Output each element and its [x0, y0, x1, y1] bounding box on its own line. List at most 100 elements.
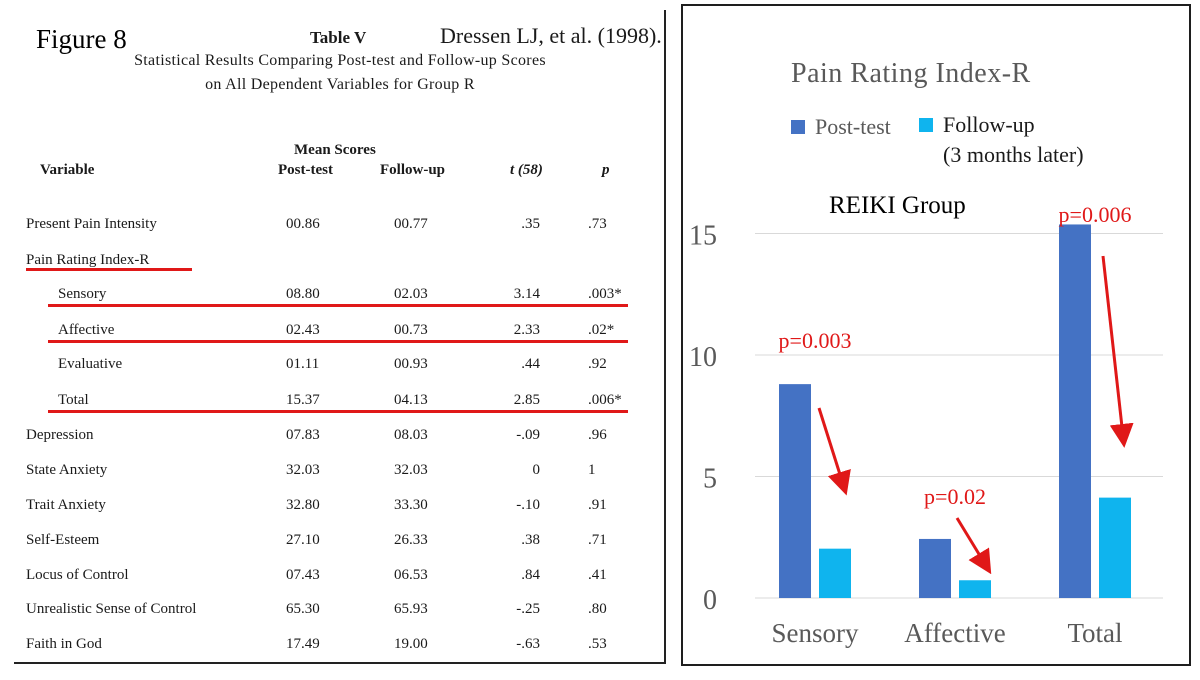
row-p-value: .92 — [588, 356, 607, 372]
row-t-stat: 3.14 — [513, 286, 540, 302]
decrease-arrow — [817, 407, 851, 496]
bar-post-test — [919, 538, 951, 598]
header-follow-up: Follow-up — [380, 162, 446, 178]
row-t-stat: 2.85 — [513, 392, 540, 408]
table-subtitle-line2: on All Dependent Variables for Group R — [205, 76, 475, 93]
row-t-stat: -.25 — [516, 601, 540, 617]
header-post-test: Post-test — [278, 162, 333, 178]
row-t-stat: 0 — [532, 462, 541, 478]
row-follow-up: 33.30 — [394, 497, 428, 513]
legend-label-post-test: Post-test — [815, 114, 891, 139]
row-t-stat: .38 — [521, 532, 540, 548]
row-post-test: 27.10 — [286, 532, 320, 548]
row-post-test: 07.43 — [286, 567, 320, 583]
y-tick-label: 5 — [703, 463, 717, 494]
table-right-border — [664, 10, 666, 664]
table-row: State Anxiety 32.03 32.03 0 1 — [14, 462, 666, 486]
bar-post-test — [779, 384, 811, 598]
row-follow-up: 00.93 — [394, 356, 428, 372]
table-subtitle-line1: Statistical Results Comparing Post-test … — [134, 52, 546, 69]
chart-title: Pain Rating Index-R — [791, 58, 1031, 89]
row-post-test: 32.03 — [286, 462, 320, 478]
row-follow-up: 00.77 — [394, 216, 428, 232]
group-label: REIKI Group — [829, 192, 966, 219]
row-t-stat: .44 — [521, 356, 540, 372]
row-post-test: 17.49 — [286, 636, 320, 652]
header-t-stat: t (58) — [510, 162, 543, 178]
row-p-value: .71 — [588, 532, 607, 548]
table-title: Table V — [310, 28, 367, 47]
highlight-underline-sensory — [48, 304, 628, 307]
bar-chart: 0 5 10 15 Sensory Affective Total p=0.003 p=0.0… — [689, 202, 1163, 648]
citation: Dressen LJ, et al. (1998). — [440, 23, 662, 48]
row-p-value: .53 — [588, 636, 607, 652]
bar-follow-up — [819, 548, 851, 598]
row-variable: Depression — [26, 427, 94, 443]
p-value-annotation: p=0.02 — [924, 484, 986, 509]
row-post-test: 01.11 — [286, 356, 320, 372]
row-t-stat: -.63 — [516, 636, 540, 652]
table-row: Sensory 08.80 02.03 3.14 .003* — [14, 286, 666, 310]
decrease-arrow — [955, 517, 992, 575]
row-follow-up: 26.33 — [394, 532, 428, 548]
row-t-stat: -.10 — [516, 497, 540, 513]
row-follow-up: 08.03 — [394, 427, 428, 443]
table-row: Self-Esteem 27.10 26.33 .38 .71 — [14, 532, 666, 556]
decrease-arrow — [1101, 255, 1134, 448]
p-value-annotation: p=0.003 — [779, 328, 852, 353]
row-post-test: 07.83 — [286, 427, 320, 443]
table-row: Unrealistic Sense of Control 65.30 65.93 -.… — [14, 601, 666, 625]
p-value-annotation: p=0.006 — [1059, 202, 1132, 227]
header-p-value: p — [602, 162, 610, 178]
legend-swatch-post-test — [791, 120, 805, 134]
table-row: Depression 07.83 08.03 -.09 .96 — [14, 427, 666, 451]
row-variable: Affective — [58, 322, 115, 338]
row-follow-up: 02.03 — [394, 286, 428, 302]
highlight-underline-total — [48, 410, 628, 413]
row-p-value: .91 — [588, 497, 607, 513]
row-p-value: .02* — [588, 322, 615, 338]
row-variable: Evaluative — [58, 356, 123, 372]
x-category-label: Affective — [904, 618, 1005, 648]
row-variable: Unrealistic Sense of Control — [26, 601, 197, 617]
table-row: Pain Rating Index-R — [14, 252, 666, 276]
row-follow-up: 65.93 — [394, 601, 428, 617]
table-row: Present Pain Intensity 00.86 00.77 .35 .73 — [14, 216, 666, 240]
row-t-stat: 2.33 — [513, 322, 540, 338]
row-variable: Present Pain Intensity — [26, 216, 157, 232]
table-row: Affective 02.43 00.73 2.33 .02* — [14, 322, 666, 346]
bar-follow-up — [959, 580, 991, 598]
row-variable: Sensory — [58, 286, 107, 302]
table-row: Total 15.37 04.13 2.85 .006* — [14, 392, 666, 416]
legend-follow-up-line1: Follow-up — [943, 112, 1035, 137]
row-variable: Faith in God — [26, 636, 102, 652]
row-variable: Trait Anxiety — [26, 497, 106, 513]
row-post-test: 15.37 — [286, 392, 320, 408]
row-p-value: 1 — [588, 462, 596, 478]
row-p-value: .003* — [588, 286, 622, 302]
row-variable: Locus of Control — [26, 567, 129, 583]
table-row: Trait Anxiety 32.80 33.30 -.10 .91 — [14, 497, 666, 521]
row-t-stat: .84 — [521, 567, 540, 583]
row-t-stat: -.09 — [516, 427, 540, 443]
row-post-test: 32.80 — [286, 497, 320, 513]
legend-post-test: Post-test — [791, 112, 891, 142]
table-row: Evaluative 01.11 00.93 .44 .92 — [14, 356, 666, 380]
row-follow-up: 19.00 — [394, 636, 428, 652]
bar-follow-up — [1099, 497, 1131, 598]
header-variable: Variable — [40, 162, 95, 178]
y-tick-label: 10 — [689, 342, 717, 373]
row-follow-up: 32.03 — [394, 462, 428, 478]
row-p-value: .73 — [588, 216, 607, 232]
row-post-test: 65.30 — [286, 601, 320, 617]
x-category-label: Total — [1067, 618, 1122, 648]
table-bottom-border — [14, 662, 666, 664]
figure-label: Figure 8 — [36, 24, 127, 54]
legend-follow-up: Follow-up (3 months later) — [919, 110, 1084, 170]
row-variable: Pain Rating Index-R — [26, 252, 150, 268]
legend-label-follow-up: Follow-up (3 months later) — [943, 110, 1084, 170]
bar-post-test — [1059, 224, 1091, 599]
row-p-value: .41 — [588, 567, 607, 583]
row-post-test: 02.43 — [286, 322, 320, 338]
table-row: Faith in God 17.49 19.00 -.63 .53 — [14, 636, 666, 660]
